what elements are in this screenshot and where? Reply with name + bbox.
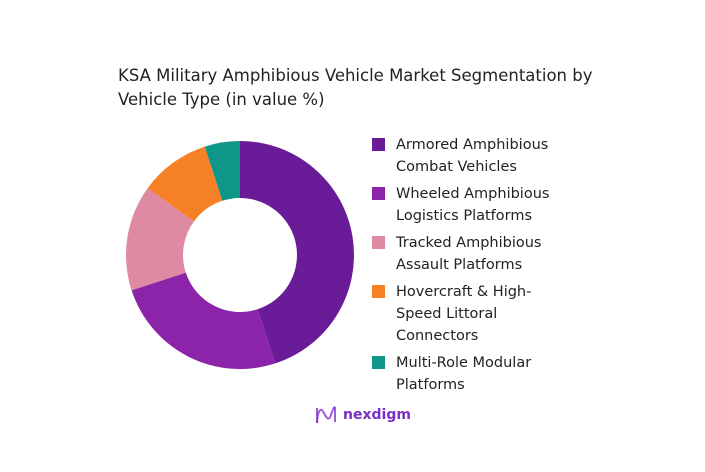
legend-label: Armored Amphibious bbox=[396, 137, 549, 153]
legend-label: Tracked Amphibious bbox=[396, 235, 542, 251]
slice-tracked-amphibious-assault-platforms bbox=[126, 187, 194, 291]
legend-label: Connectors bbox=[396, 328, 479, 344]
legend-swatch bbox=[372, 285, 385, 298]
slice-hovercraft-high-speed-littoral-connectors bbox=[147, 146, 223, 222]
legend-item: Hovercraft & High- Speed Littoral Connecto… bbox=[372, 281, 612, 347]
legend-item: Wheeled Amphibious Logistics Platforms bbox=[372, 183, 612, 227]
legend-item: Armored Amphibious Combat Vehicles bbox=[372, 134, 612, 178]
logo-text: nexdigm bbox=[343, 407, 411, 423]
nexdigm-logo-icon bbox=[316, 406, 336, 424]
legend-item: Tracked Amphibious Assault Platforms bbox=[372, 232, 612, 276]
slice-wheeled-amphibious-logistics-platforms bbox=[131, 272, 276, 369]
legend-swatch bbox=[372, 356, 385, 369]
legend-swatch bbox=[372, 138, 385, 151]
legend-label: Hovercraft & High- bbox=[396, 284, 532, 300]
legend-label: Logistics Platforms bbox=[396, 208, 533, 224]
legend-label: Speed Littoral bbox=[396, 306, 498, 322]
legend-label: Wheeled Amphibious bbox=[396, 186, 550, 202]
legend-swatch bbox=[372, 187, 385, 200]
legend-label: Multi-Role Modular bbox=[396, 355, 532, 371]
legend-item: Multi-Role Modular Platforms bbox=[372, 352, 612, 396]
legend-label: Assault Platforms bbox=[396, 257, 523, 273]
legend-label: Combat Vehicles bbox=[396, 159, 517, 175]
nexdigm-logo: nexdigm bbox=[315, 405, 411, 425]
legend-swatch bbox=[372, 236, 385, 249]
chart-title: KSA Military Amphibious Vehicle Market S… bbox=[118, 66, 593, 109]
legend: Armored Amphibious Combat Vehicles Wheeled… bbox=[372, 134, 612, 401]
legend-label: Platforms bbox=[396, 377, 465, 393]
slice-multi-role-modular-platforms bbox=[204, 141, 240, 201]
slice-armored-amphibious-combat-vehicles bbox=[240, 141, 354, 364]
